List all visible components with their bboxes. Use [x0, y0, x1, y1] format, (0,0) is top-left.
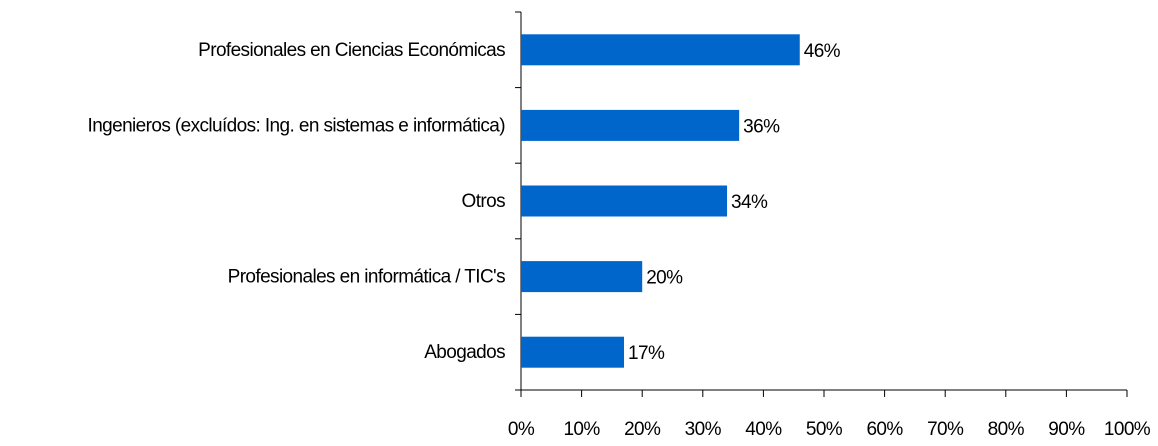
x-tick-label: 50% — [806, 419, 843, 440]
x-tick-label: 90% — [1048, 419, 1085, 440]
x-tick-label: 60% — [866, 419, 903, 440]
value-label: 36% — [743, 116, 780, 137]
bar — [521, 336, 625, 368]
x-tick-label: 10% — [563, 419, 600, 440]
y-tick-label: Profesionales en informática / TIC's — [228, 267, 505, 288]
bar — [521, 261, 643, 293]
x-tick-label: 80% — [988, 419, 1025, 440]
bar — [521, 34, 800, 66]
bar — [521, 185, 728, 217]
y-tick-label: Abogados — [424, 342, 505, 363]
y-tick-label: Profesionales en Ciencias Económicas — [198, 40, 505, 61]
x-tick-label: 70% — [927, 419, 964, 440]
value-label: 17% — [628, 343, 665, 364]
x-tick-label: 30% — [685, 419, 722, 440]
bar — [521, 109, 740, 141]
value-label: 34% — [731, 192, 768, 213]
x-tick-label: 100% — [1104, 419, 1151, 440]
y-tick-label: Ingenieros (excluídos: Ing. en sistemas … — [88, 115, 506, 136]
x-tick-label: 40% — [745, 419, 782, 440]
x-tick-label: 0% — [508, 419, 535, 440]
y-tick-label: Otros — [462, 191, 506, 212]
value-label: 20% — [646, 268, 683, 289]
value-label: 46% — [804, 41, 841, 62]
x-tick-label: 20% — [624, 419, 661, 440]
